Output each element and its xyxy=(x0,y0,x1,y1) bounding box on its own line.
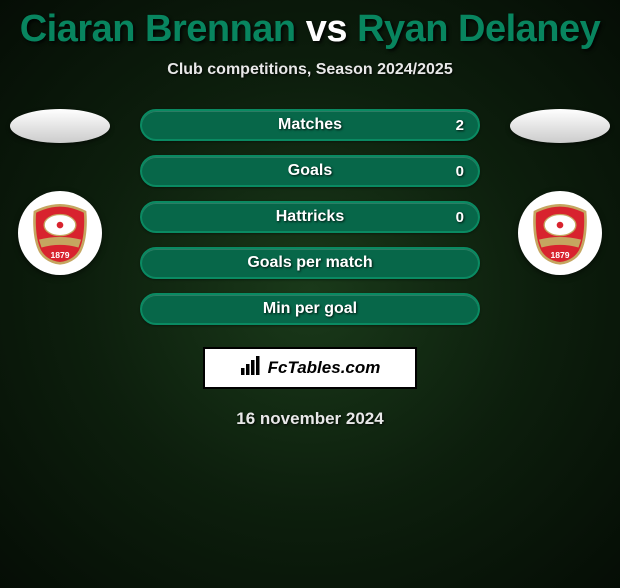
title-player2: Ryan Delaney xyxy=(357,8,600,50)
club-crest-icon: 1879 xyxy=(27,200,93,266)
brand-text: FcTables.com xyxy=(268,358,381,378)
stat-row-goals-per-match: Goals per match xyxy=(140,247,480,279)
date-line: 16 november 2024 xyxy=(0,409,620,429)
svg-text:1879: 1879 xyxy=(550,250,569,260)
player2-club-badge: 1879 xyxy=(518,191,602,275)
stat-label: Hattricks xyxy=(276,208,344,226)
stat-value-right: 0 xyxy=(456,163,464,180)
subtitle: Club competitions, Season 2024/2025 xyxy=(0,61,620,79)
stat-value-right: 2 xyxy=(456,117,464,134)
stat-row-matches: Matches 2 xyxy=(140,109,480,141)
title-player1: Ciaran Brennan xyxy=(20,8,296,50)
brand-box: FcTables.com xyxy=(203,347,417,389)
stat-label: Matches xyxy=(278,116,342,134)
stat-row-hattricks: Hattricks 0 xyxy=(140,201,480,233)
player1-avatar-placeholder xyxy=(10,109,110,143)
stat-row-min-per-goal: Min per goal xyxy=(140,293,480,325)
page-title: Ciaran Brennan vs Ryan Delaney xyxy=(0,8,620,51)
player1-club-badge: 1879 xyxy=(18,191,102,275)
player2-avatar-placeholder xyxy=(510,109,610,143)
bar-chart-icon xyxy=(240,356,262,381)
stats-list: Matches 2 Goals 0 Hattricks 0 Goals per … xyxy=(140,109,480,325)
stat-label: Min per goal xyxy=(263,300,357,318)
svg-text:1879: 1879 xyxy=(50,250,69,260)
stat-value-right: 0 xyxy=(456,209,464,226)
stat-label: Goals xyxy=(288,162,332,180)
title-vs: vs xyxy=(306,8,347,50)
left-column: 1879 xyxy=(0,109,120,275)
club-crest-icon: 1879 xyxy=(527,200,593,266)
stat-label: Goals per match xyxy=(247,254,372,272)
stat-row-goals: Goals 0 xyxy=(140,155,480,187)
right-column: 1879 xyxy=(500,109,620,275)
comparison-content: 1879 1879 Matches 2 Goals xyxy=(0,109,620,429)
